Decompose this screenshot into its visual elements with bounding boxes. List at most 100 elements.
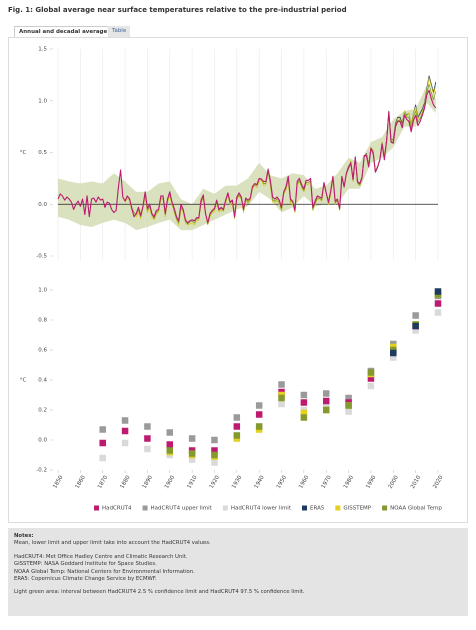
x-tick-label: 1980 bbox=[343, 474, 355, 490]
x-tick-label: 1880 bbox=[119, 474, 131, 490]
legend-label: HadCRUT4 bbox=[102, 506, 132, 512]
decade-marker bbox=[345, 408, 352, 415]
y-tick-label: 0.8 bbox=[38, 318, 47, 324]
y-tick-label: 1.0 bbox=[38, 288, 47, 294]
legend-swatch bbox=[382, 505, 388, 511]
y-tick-label: -0.5 bbox=[36, 254, 47, 260]
decade-marker bbox=[412, 312, 419, 319]
decade-marker bbox=[367, 382, 375, 390]
x-tick-label: 1950 bbox=[276, 474, 288, 490]
decade-marker bbox=[233, 432, 241, 439]
legend-swatch bbox=[94, 505, 99, 511]
y-tick-label: 0.5 bbox=[38, 150, 47, 156]
decade-marker bbox=[390, 354, 397, 361]
notes: Notes: Mean, lower limit and upper limit… bbox=[8, 528, 468, 616]
legend-label: NOAA Global Temp bbox=[390, 506, 442, 512]
x-tick-label: 1920 bbox=[209, 474, 221, 490]
decade-marker bbox=[233, 423, 241, 430]
legend-swatch bbox=[222, 505, 228, 511]
legend-swatch bbox=[302, 505, 307, 511]
decade-marker bbox=[278, 381, 285, 388]
decade-marker bbox=[345, 394, 352, 402]
y-tick-label: 0.4 bbox=[38, 378, 47, 384]
decade-marker bbox=[166, 441, 174, 448]
decade-marker bbox=[121, 417, 129, 424]
x-tick-label: 1890 bbox=[142, 474, 154, 490]
decade-marker bbox=[121, 427, 129, 435]
decade-marker bbox=[99, 426, 106, 433]
confidence-band bbox=[58, 85, 436, 231]
notes-text: Mean, lower limit and upper limit take i… bbox=[14, 540, 211, 547]
decade-marker bbox=[188, 435, 196, 442]
decade-marker bbox=[211, 459, 218, 466]
decade-marker bbox=[434, 288, 442, 295]
decade-marker bbox=[300, 409, 308, 417]
decade-marker bbox=[322, 406, 330, 414]
x-tick-label: 1870 bbox=[97, 474, 109, 490]
series-line bbox=[57, 89, 437, 224]
notes-text: ERA5: Copernicus Climate Change Service … bbox=[14, 576, 157, 583]
x-tick-label: 1860 bbox=[75, 474, 87, 490]
notes-text: NOAA Global Temp: National Centers for E… bbox=[14, 568, 195, 575]
y-tick-label: 0.6 bbox=[38, 348, 47, 354]
y-tick-label: -0.2 bbox=[36, 468, 47, 474]
x-tick-label: 1940 bbox=[254, 474, 266, 490]
decade-marker bbox=[144, 435, 151, 442]
x-tick-label: 1990 bbox=[365, 474, 377, 490]
legend-label: GISSTEMP bbox=[343, 506, 371, 512]
decade-marker bbox=[233, 414, 241, 421]
decade-marker bbox=[255, 423, 263, 430]
x-tick-label: 2000 bbox=[388, 474, 400, 490]
decade-marker bbox=[255, 402, 263, 409]
legend-swatch bbox=[335, 505, 341, 511]
x-tick-label: 2010 bbox=[410, 474, 422, 490]
decade-marker bbox=[255, 411, 263, 418]
decade-marker bbox=[278, 400, 285, 408]
x-tick-label: 1960 bbox=[298, 474, 310, 490]
decade-marker bbox=[367, 375, 375, 382]
decade-marker bbox=[367, 369, 375, 376]
decade-marker bbox=[300, 391, 308, 399]
decade-marker bbox=[211, 451, 218, 459]
decade-marker bbox=[434, 309, 442, 316]
decade-marker bbox=[166, 429, 174, 436]
decade-marker bbox=[412, 327, 419, 334]
notes-text: HadCRUT4: Met Office Hadley Centre and C… bbox=[14, 553, 188, 560]
decade-marker bbox=[300, 414, 308, 421]
decade-marker bbox=[188, 450, 196, 457]
decade-marker bbox=[211, 447, 218, 454]
y-tick-label: 0.0 bbox=[38, 202, 47, 208]
x-tick-label: 1970 bbox=[321, 474, 333, 490]
notes-text: GISSTEMP: NASA Goddard Institute for Spa… bbox=[14, 561, 157, 568]
decade-marker bbox=[211, 436, 218, 444]
tab[interactable]: Table bbox=[108, 26, 131, 37]
decade-marker bbox=[412, 322, 419, 330]
decade-marker bbox=[144, 423, 151, 430]
decade-marker bbox=[300, 399, 308, 406]
decade-marker bbox=[390, 349, 397, 357]
y-tick-label: 0.2 bbox=[38, 408, 47, 414]
decade-marker bbox=[99, 439, 106, 447]
legend-label: HadCRUT4 upper limit bbox=[151, 506, 213, 512]
y-axis-label: °C bbox=[20, 378, 27, 384]
legend-label: HadCRUT4 lower limit bbox=[231, 506, 292, 512]
decade-marker bbox=[188, 456, 196, 463]
figure-title: Fig. 1: Global average near surface temp… bbox=[8, 6, 347, 14]
chart-panel bbox=[8, 37, 468, 523]
x-tick-label: 1930 bbox=[231, 474, 243, 490]
y-axis-label: °C bbox=[20, 150, 27, 156]
decade-marker bbox=[345, 402, 352, 409]
y-tick-label: 0.0 bbox=[38, 438, 47, 444]
decade-marker bbox=[99, 454, 106, 462]
decade-marker bbox=[322, 397, 330, 405]
decade-marker bbox=[434, 300, 442, 307]
x-tick-label: 1910 bbox=[186, 474, 198, 490]
y-tick-label: 1.0 bbox=[38, 98, 47, 104]
y-tick-label: 1.5 bbox=[38, 47, 47, 53]
decade-marker bbox=[278, 394, 285, 402]
decade-marker bbox=[322, 390, 330, 397]
notes-text: Light green area: interval between HadCR… bbox=[14, 589, 305, 596]
x-tick-label: 1850 bbox=[52, 474, 64, 490]
decade-marker bbox=[144, 445, 151, 453]
